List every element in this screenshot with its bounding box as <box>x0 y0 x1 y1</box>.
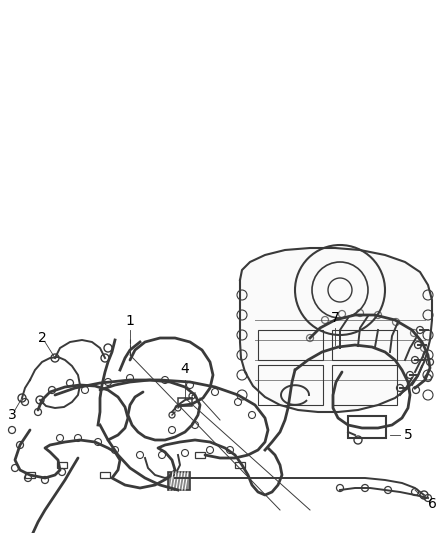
Bar <box>178 398 192 406</box>
Text: 3: 3 <box>7 408 16 422</box>
Bar <box>332 330 397 360</box>
Text: 6: 6 <box>428 497 437 511</box>
Bar <box>168 472 190 490</box>
Bar <box>348 416 386 438</box>
Polygon shape <box>240 248 432 412</box>
Bar <box>100 472 110 478</box>
Bar <box>195 452 205 458</box>
Text: 1: 1 <box>126 314 134 328</box>
Bar <box>25 472 35 478</box>
Bar <box>258 330 323 360</box>
Bar <box>258 365 323 405</box>
Bar <box>235 462 245 468</box>
Bar <box>332 365 397 405</box>
Text: 2: 2 <box>38 331 46 345</box>
Bar <box>57 462 67 468</box>
Text: 7: 7 <box>331 311 339 325</box>
Text: 4: 4 <box>180 362 189 376</box>
Text: 5: 5 <box>404 428 413 442</box>
